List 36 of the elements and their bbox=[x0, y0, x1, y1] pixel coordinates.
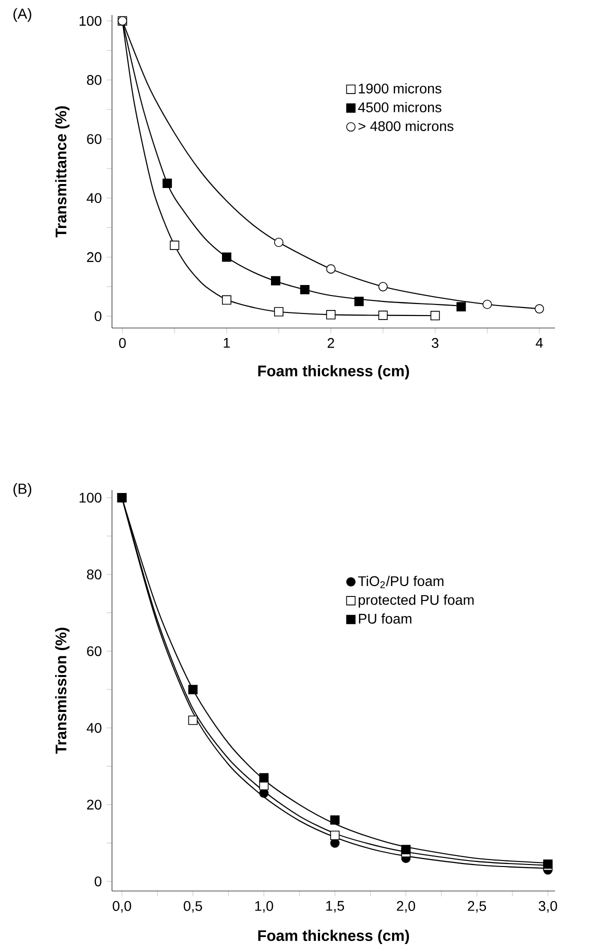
x-tick-label: 3 bbox=[432, 338, 438, 348]
y-tick-label: 100 bbox=[80, 16, 102, 26]
y-axis-title: Transmittance (%) bbox=[55, 106, 70, 238]
legend-label: > 4800 microns bbox=[358, 120, 454, 132]
legend-label: 4500 microns bbox=[358, 102, 442, 112]
x-tick-label: 2 bbox=[328, 338, 334, 348]
x-tick-label: 2,0 bbox=[396, 901, 416, 913]
chart-title: (A) bbox=[14, 8, 32, 22]
x-tick-label: 2,5 bbox=[468, 901, 486, 913]
y-tick-label: 40 bbox=[86, 722, 102, 733]
x-axis-title: Foam thickness (cm) bbox=[258, 930, 409, 944]
x-tick-label: 0,0 bbox=[112, 901, 132, 913]
x-axis-title: Foam thickness (cm) bbox=[258, 365, 409, 380]
legend-label: 1900 microns bbox=[358, 83, 442, 94]
x-tick-label: 1 bbox=[224, 338, 230, 348]
y-tick-label: 60 bbox=[87, 134, 102, 144]
y-tick-label: 20 bbox=[87, 252, 102, 262]
y-tick-label: 40 bbox=[86, 193, 102, 204]
y-tick-label: 80 bbox=[86, 569, 102, 580]
y-tick-label: 80 bbox=[86, 75, 102, 85]
legend-label: TiO$_{2}$/PU foam bbox=[358, 576, 444, 588]
y-axis-title: Transmission (%) bbox=[55, 628, 70, 754]
y-tick-label: 60 bbox=[87, 646, 102, 656]
y-tick-label: 0 bbox=[94, 311, 102, 322]
y-tick-label: 0 bbox=[94, 876, 102, 886]
x-tick-label: 0 bbox=[119, 338, 126, 348]
y-tick-label: 100 bbox=[80, 492, 102, 503]
x-tick-label: 1,5 bbox=[326, 901, 344, 912]
chart-title: (B) bbox=[14, 483, 32, 497]
y-tick-label: 20 bbox=[87, 800, 102, 810]
x-tick-label: 3,0 bbox=[538, 901, 558, 913]
x-tick-label: 1,0 bbox=[255, 901, 274, 913]
legend-label: protected PU foam bbox=[358, 594, 474, 608]
x-tick-label: 0,5 bbox=[184, 901, 202, 913]
legend-label: PU foam bbox=[358, 613, 412, 624]
x-tick-label: 4 bbox=[536, 338, 543, 348]
